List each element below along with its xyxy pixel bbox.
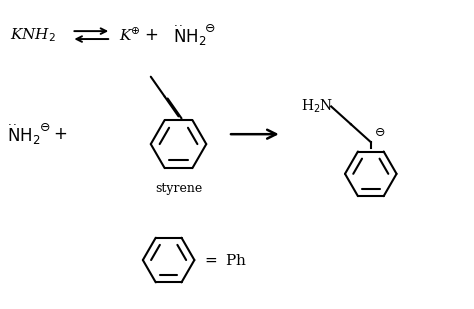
Text: $\mathrm{\overset{..}{N}H_2}$: $\mathrm{\overset{..}{N}H_2}$ (173, 23, 206, 48)
Text: $+$: $+$ (144, 27, 158, 44)
Text: $=$ Ph: $=$ Ph (202, 252, 247, 268)
Text: H$_2$N: H$_2$N (301, 98, 334, 115)
Text: $+$: $+$ (53, 126, 67, 143)
Text: $\mathrm{\overset{..}{N}H_2}$: $\mathrm{\overset{..}{N}H_2}$ (7, 121, 40, 147)
Text: $\ominus$: $\ominus$ (39, 121, 50, 134)
Text: $\ominus$: $\ominus$ (204, 22, 216, 35)
Text: $\ominus$: $\ominus$ (374, 126, 385, 139)
Text: K$^{\oplus}$: K$^{\oplus}$ (119, 27, 141, 44)
Text: KNH$_2$: KNH$_2$ (10, 26, 56, 44)
Text: styrene: styrene (155, 182, 202, 195)
